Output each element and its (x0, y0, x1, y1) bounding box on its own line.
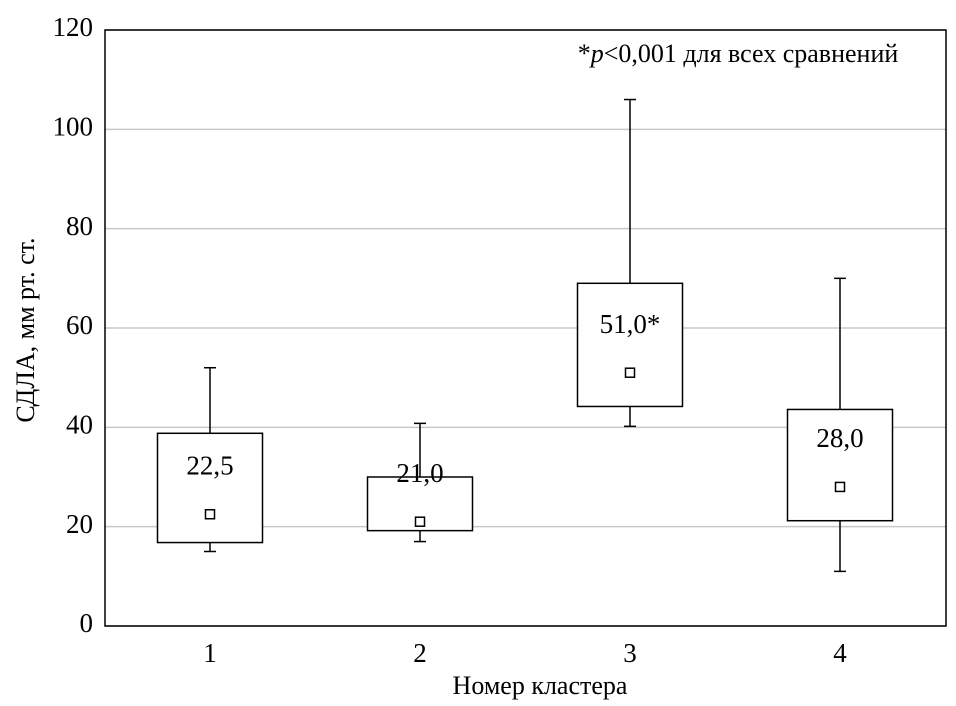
annotation-p: p (589, 39, 604, 68)
center-marker (414, 516, 426, 527)
annotation-rest: <0,001 для всех сравнений (604, 39, 899, 68)
annotation-star: * (578, 39, 591, 68)
value-label: 22,5 (186, 450, 233, 480)
box (156, 432, 264, 544)
y-axis-label: СДЛА, мм рт. ст. (11, 237, 40, 422)
plot-frame (104, 29, 947, 627)
value-label: 28,0 (816, 423, 863, 453)
box (786, 408, 894, 522)
x-tick-label: 2 (413, 638, 427, 668)
center-marker (204, 509, 216, 520)
y-tick-label: 0 (80, 608, 94, 638)
y-tick-label: 120 (53, 12, 94, 42)
box (576, 282, 684, 408)
center-marker (834, 481, 846, 493)
x-tick-label: 4 (833, 638, 847, 668)
value-label: 21,0 (396, 458, 443, 488)
y-tick-label: 60 (66, 310, 93, 340)
box (366, 476, 474, 532)
center-marker (624, 367, 636, 378)
x-tick-label: 1 (203, 638, 217, 668)
x-axis-label: Номер кластера (453, 671, 628, 700)
annotation: *p<0,001 для всех сравнений (578, 39, 899, 68)
value-label: 51,0* (600, 309, 661, 339)
y-tick-label: 80 (66, 211, 93, 241)
y-tick-label: 100 (53, 112, 94, 142)
y-tick-label: 40 (66, 410, 93, 440)
x-tick-label: 3 (623, 638, 637, 668)
y-tick-label: 20 (66, 509, 93, 539)
